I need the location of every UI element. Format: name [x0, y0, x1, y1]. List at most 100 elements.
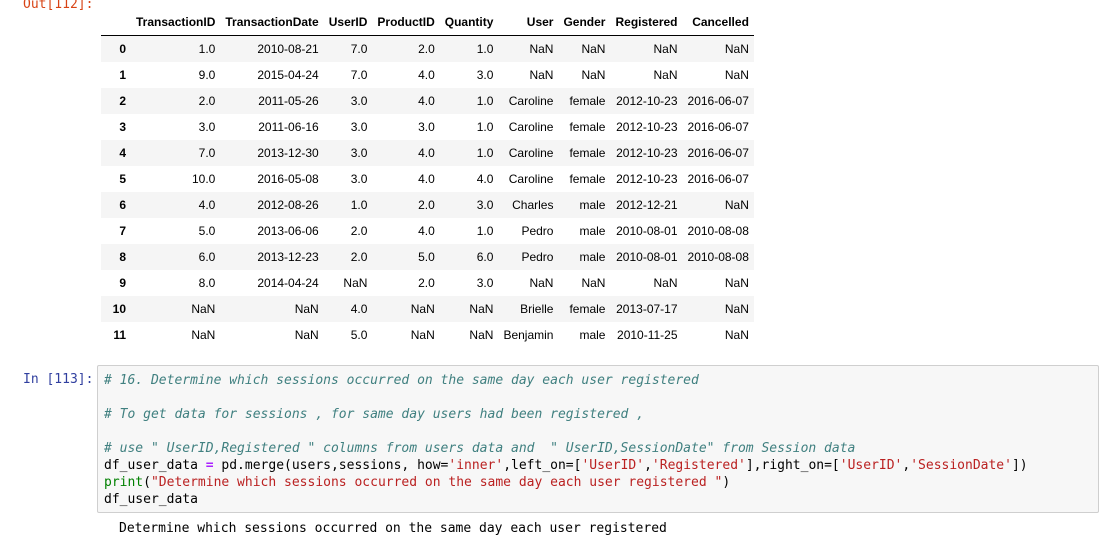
- table-cell: NaN: [529, 42, 554, 56]
- table-cell: 7.0: [350, 42, 368, 56]
- table-row: 10 NaN NaN 4.0 NaN NaN Brielle female 2013-07-17…: [101, 296, 754, 322]
- table-cell: 6.0: [198, 250, 216, 264]
- row-index: 5: [119, 172, 126, 186]
- table-row: 6 4.0 2012-08-26 1.0 2.0 3.0 Charles male 2012-1…: [101, 192, 754, 218]
- table-cell: 2015-04-24: [257, 68, 319, 82]
- table-cell: 2016-06-07: [687, 172, 749, 186]
- table-cell: male: [579, 224, 606, 238]
- table-cell: NaN: [724, 68, 749, 82]
- row-index: 10: [112, 302, 126, 316]
- table-cell: 1.0: [476, 94, 494, 108]
- row-index: 8: [119, 250, 126, 264]
- table-cell: Caroline: [508, 120, 554, 134]
- table-cell: 9.0: [198, 68, 216, 82]
- table-cell: 2010-08-01: [616, 224, 678, 238]
- table-cell: female: [569, 146, 606, 160]
- table-cell: 2013-12-23: [257, 250, 319, 264]
- row-index: 9: [119, 276, 126, 290]
- row-index: 3: [119, 120, 126, 134]
- table-cell: 5.0: [198, 224, 216, 238]
- table-cell: male: [579, 198, 606, 212]
- code-text[interactable]: # 16. Determine which sessions occurred …: [104, 372, 1028, 508]
- table-cell: Caroline: [508, 172, 554, 186]
- table-cell: Caroline: [508, 94, 554, 108]
- table-cell: Brielle: [520, 302, 554, 316]
- row-index: 0: [119, 42, 126, 56]
- table-cell: 4.0: [418, 94, 435, 108]
- code-cell-editor[interactable]: # 16. Determine which sessions occurred …: [97, 365, 1099, 513]
- table-cell: female: [569, 302, 606, 316]
- table-cell: NaN: [581, 42, 606, 56]
- table-cell: Charles: [512, 198, 554, 212]
- table-cell: 2.0: [418, 276, 435, 290]
- table-cell: 4.0: [418, 172, 435, 186]
- table-cell: NaN: [294, 328, 319, 342]
- table-cell: NaN: [529, 276, 554, 290]
- table-cell: 2011-06-16: [258, 120, 319, 134]
- code-line-print: print("Determine which sessions occurred…: [104, 475, 731, 490]
- table-cell: 3.0: [476, 198, 494, 212]
- table-cell: 2010-08-08: [687, 224, 749, 238]
- table-cell: 3.0: [350, 120, 368, 134]
- table-cell: 2012-12-21: [616, 198, 678, 212]
- table-cell: NaN: [191, 328, 216, 342]
- table-cell: 1.0: [350, 198, 368, 212]
- table-row: 8 6.0 2013-12-23 2.0 5.0 6.0 Pedro male 2010-08-…: [101, 244, 754, 270]
- table-cell: NaN: [294, 302, 319, 316]
- row-index: 2: [119, 94, 126, 108]
- table-cell: female: [569, 172, 606, 186]
- table-cell: 2012-10-23: [616, 94, 678, 108]
- table-cell: 2013-06-06: [257, 224, 319, 238]
- table-row: 4 7.0 2013-12-30 3.0 4.0 1.0 Caroline female 201…: [101, 140, 754, 166]
- table-cell: 4.0: [350, 302, 368, 316]
- table-cell: NaN: [724, 276, 749, 290]
- table-cell: 2.0: [418, 42, 435, 56]
- table-cell: 3.0: [476, 276, 494, 290]
- table-cell: 3.0: [350, 94, 368, 108]
- stdout-output: Determine which sessions occurred on the…: [119, 521, 667, 536]
- table-cell: NaN: [191, 302, 216, 316]
- table-cell: male: [579, 328, 606, 342]
- table-cell: 2010-08-08: [687, 250, 749, 264]
- table-cell: NaN: [469, 302, 494, 316]
- index-header: [101, 9, 131, 36]
- output-prompt: Out[112]:: [23, 0, 94, 12]
- table-cell: NaN: [343, 276, 368, 290]
- table-cell: NaN: [724, 42, 749, 56]
- table-row: 7 5.0 2013-06-06 2.0 4.0 1.0 Pedro male 2010-08-…: [101, 218, 754, 244]
- table-cell: 2012-10-23: [616, 172, 678, 186]
- table-cell: NaN: [724, 302, 749, 316]
- table-cell: 1.0: [476, 146, 494, 160]
- table-cell: 2010-08-01: [616, 250, 678, 264]
- column-header: Cancelled: [682, 9, 754, 36]
- table-cell: male: [579, 250, 606, 264]
- table-cell: Caroline: [508, 146, 554, 160]
- table-cell: Pedro: [521, 250, 554, 264]
- table-row: 2 2.0 2011-05-26 3.0 4.0 1.0 Caroline female 201…: [101, 88, 754, 114]
- table-cell: 3.0: [198, 120, 216, 134]
- table-cell: 2013-12-30: [257, 146, 319, 160]
- table-cell: 2013-07-17: [616, 302, 678, 316]
- table-cell: NaN: [724, 328, 749, 342]
- table-cell: NaN: [724, 198, 749, 212]
- table-cell: 2011-05-26: [258, 94, 319, 108]
- table-cell: 2012-10-23: [616, 146, 678, 160]
- row-index: 7: [119, 224, 126, 238]
- table-cell: 2016-06-07: [687, 94, 749, 108]
- table-cell: NaN: [581, 276, 606, 290]
- table-header-row: TransactionID TransactionDate UserID Produc…: [101, 9, 754, 36]
- input-prompt: In [113]:: [23, 372, 94, 387]
- table-cell: 2.0: [350, 224, 368, 238]
- column-header: Gender: [558, 9, 611, 36]
- table-cell: NaN: [653, 42, 678, 56]
- table-cell: 4.0: [418, 224, 435, 238]
- table-row: 0 1.0 2010-08-21 7.0 2.0 1.0 NaN NaN NaN NaN: [101, 35, 754, 62]
- table-cell: 7.0: [350, 68, 368, 82]
- code-comment-2: # To get data for sessions , for same da…: [104, 407, 645, 422]
- column-header: ProductID: [372, 9, 440, 36]
- table-cell: 3.0: [418, 120, 435, 134]
- table-cell: 4.0: [476, 172, 494, 186]
- table-cell: 1.0: [476, 42, 494, 56]
- table-cell: 6.0: [476, 250, 494, 264]
- table-cell: 2016-05-08: [257, 172, 319, 186]
